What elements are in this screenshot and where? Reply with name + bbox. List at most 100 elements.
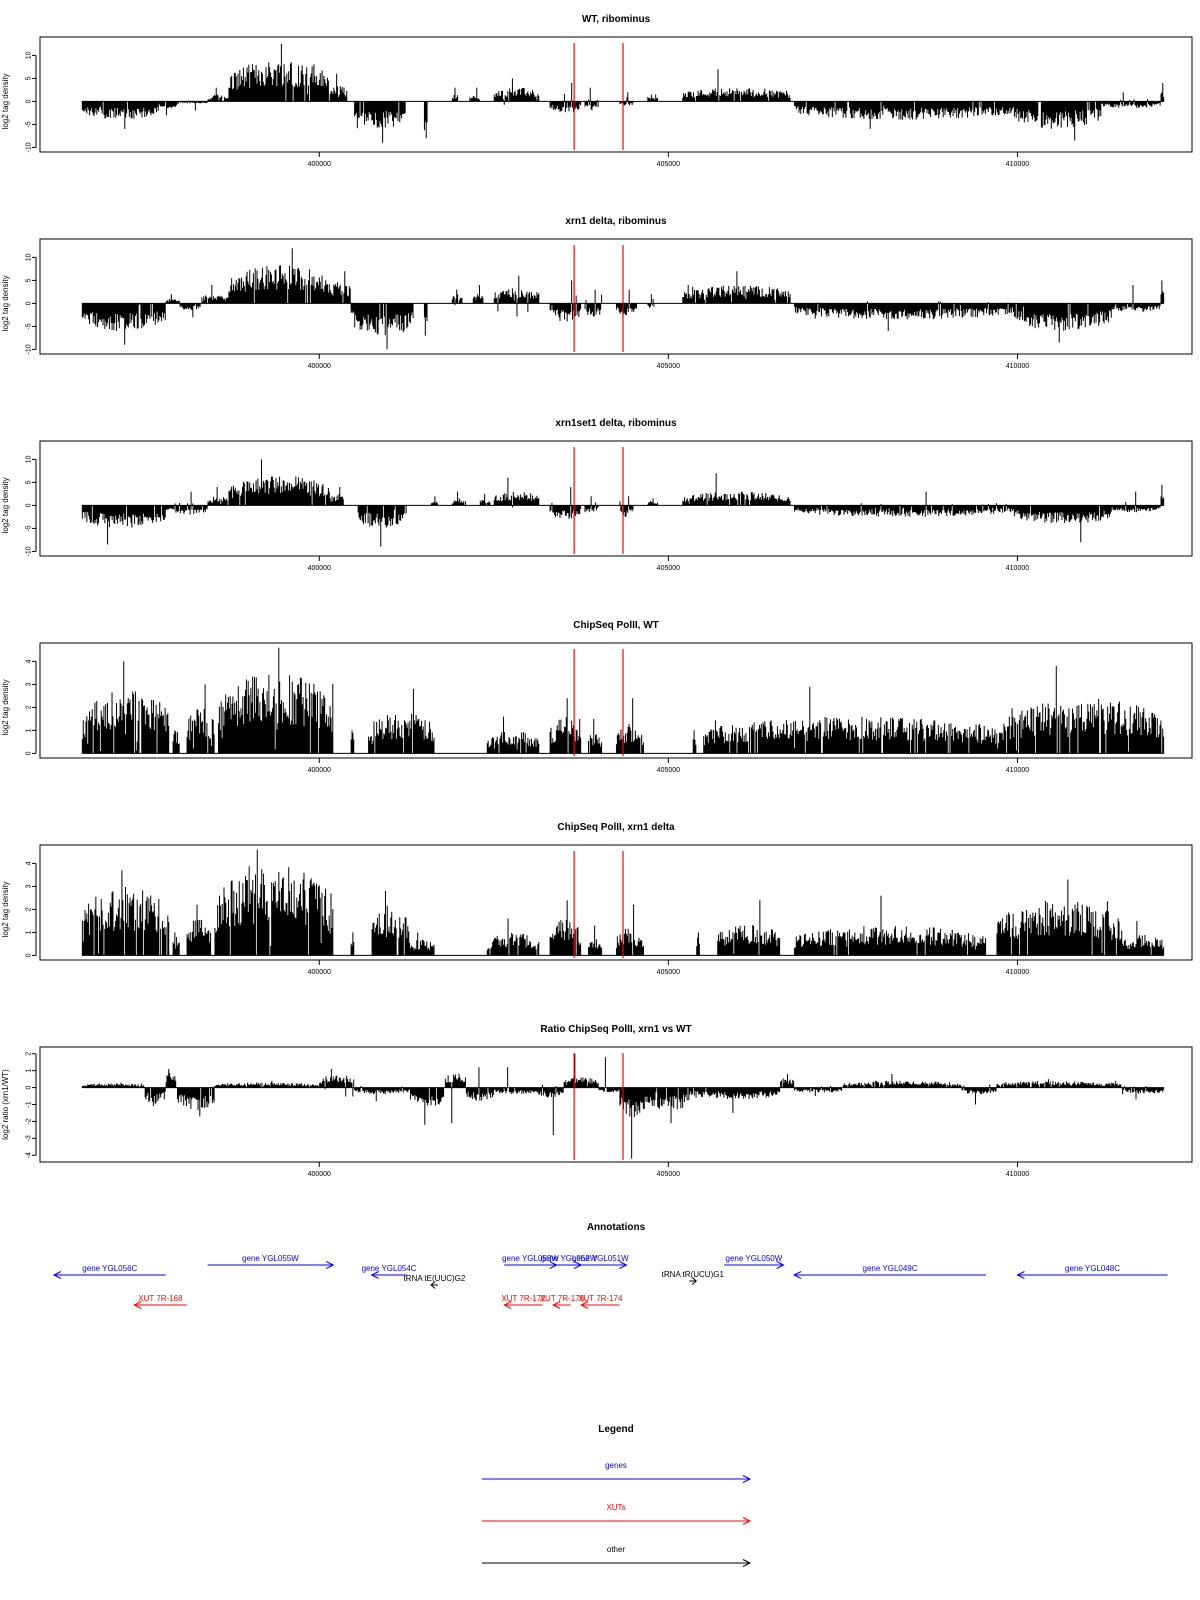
feature-label: gene YGL054C bbox=[362, 1264, 417, 1273]
x-tick-label: 400000 bbox=[308, 363, 331, 370]
feature-label: gene YGL053W bbox=[502, 1254, 559, 1263]
legend-entry: genes bbox=[482, 1461, 752, 1483]
xut-feature: XUT 7R-172 bbox=[501, 1294, 546, 1309]
x-tick-label: 405000 bbox=[657, 161, 680, 168]
x-tick-label: 410000 bbox=[1006, 565, 1029, 572]
xut-feature: XUT 7R-168 bbox=[133, 1294, 187, 1309]
y-tick-label: 1 bbox=[26, 1069, 33, 1073]
x-tick-label: 400000 bbox=[308, 1171, 331, 1178]
y-tick-label: 10 bbox=[26, 455, 33, 463]
y-tick-label: 0 bbox=[26, 301, 33, 305]
track-title: ChipSeq PolII, WT bbox=[573, 620, 659, 631]
arrow-head bbox=[52, 1271, 62, 1279]
arrow-head bbox=[370, 1271, 379, 1279]
y-tick-label: 0 bbox=[26, 1086, 33, 1090]
y-tick-label: 5 bbox=[26, 278, 33, 282]
annotations-panel: Annotations gene YGL056C gene YGL055W gene … bbox=[52, 1222, 1168, 1309]
y-tick-label: 5 bbox=[26, 480, 33, 484]
legend-entry: other bbox=[482, 1545, 752, 1567]
plot-frame bbox=[39, 642, 1193, 759]
y-tick-label: -5 bbox=[26, 525, 33, 531]
feature-label: XUT 7R-174 bbox=[578, 1294, 623, 1303]
y-tick-label: 5 bbox=[26, 76, 33, 80]
feature-label: XUT 7R-168 bbox=[138, 1294, 183, 1303]
x-tick-label: 405000 bbox=[657, 565, 680, 572]
feature-label: gene YGL050W bbox=[726, 1254, 783, 1263]
arrow-head bbox=[691, 1277, 698, 1285]
y-tick-label: -5 bbox=[26, 121, 33, 127]
y-tick-label: 1 bbox=[26, 728, 33, 732]
feature-label: gene YGL049C bbox=[863, 1264, 918, 1273]
y-tick-label: -10 bbox=[26, 142, 33, 152]
y-tick-label: 0 bbox=[26, 503, 33, 507]
x-tick-label: 410000 bbox=[1006, 969, 1029, 976]
feature-label: gene YGL051W bbox=[572, 1254, 629, 1263]
y-tick-label: 10 bbox=[26, 51, 33, 59]
arrow-head bbox=[326, 1261, 335, 1269]
y-tick-label: -3 bbox=[26, 1135, 33, 1141]
arrow-head bbox=[776, 1261, 785, 1269]
x-tick-label: 405000 bbox=[657, 767, 680, 774]
legend-entry: XUTs bbox=[482, 1503, 752, 1525]
y-tick-label: 1 bbox=[26, 930, 33, 934]
track-panel-4: ChipSeq PolII, xrn1 delta 0 1 2 3 4 log2 tag d… bbox=[1, 822, 1193, 976]
gene-feature: gene YGL055W bbox=[207, 1254, 335, 1269]
x-tick-label: 410000 bbox=[1006, 161, 1029, 168]
y-tick-label: 0 bbox=[26, 953, 33, 957]
x-tick-label: 400000 bbox=[308, 565, 331, 572]
arrow-head bbox=[742, 1517, 752, 1525]
track-title: xrn1 delta, ribominus bbox=[565, 216, 667, 227]
arrow-head bbox=[430, 1281, 436, 1289]
arrow-head bbox=[742, 1559, 752, 1567]
gene-feature: gene YGL051W bbox=[572, 1254, 629, 1269]
signal-bars bbox=[81, 248, 1165, 350]
arrow-head bbox=[133, 1301, 142, 1309]
x-tick-label: 400000 bbox=[308, 767, 331, 774]
track-panel-1: xrn1 delta, ribominus -10 -5 0 5 10 log2 tag d… bbox=[1, 216, 1193, 370]
x-tick-label: 400000 bbox=[308, 969, 331, 976]
feature-label: XUT 7R-173 bbox=[540, 1294, 585, 1303]
legend-label: genes bbox=[605, 1461, 627, 1470]
x-tick-label: 410000 bbox=[1006, 1171, 1029, 1178]
y-tick-label: -1 bbox=[26, 1101, 33, 1107]
signal-bars bbox=[81, 1053, 1165, 1159]
feature-label: XUT 7R-172 bbox=[501, 1294, 546, 1303]
gene-feature: gene YGL050W bbox=[724, 1254, 785, 1269]
y-axis-label: log2 ratio (xrn1/WT) bbox=[1, 1069, 10, 1140]
x-tick-label: 405000 bbox=[657, 969, 680, 976]
y-tick-label: 3 bbox=[26, 682, 33, 686]
arrow-head bbox=[1016, 1271, 1025, 1279]
y-tick-label: 10 bbox=[26, 253, 33, 261]
track-panel-5: Ratio ChipSeq PolII, xrn1 vs WT -4 -3 -2 -1 0… bbox=[1, 1024, 1193, 1178]
feature-label: gene YGL056C bbox=[82, 1264, 137, 1273]
y-tick-label: 2 bbox=[26, 1052, 33, 1056]
plot-frame bbox=[39, 844, 1193, 961]
arrow-head bbox=[503, 1301, 512, 1309]
feature-label: gene YGL055W bbox=[242, 1254, 299, 1263]
plot-frame bbox=[39, 440, 1193, 557]
xut-feature: XUT 7R-174 bbox=[578, 1294, 623, 1309]
track-panel-3: ChipSeq PolII, WT 0 1 2 3 4 log2 tag density 40… bbox=[1, 620, 1193, 774]
x-tick-label: 410000 bbox=[1006, 363, 1029, 370]
x-tick-label: 410000 bbox=[1006, 767, 1029, 774]
arrow-head bbox=[742, 1475, 752, 1483]
y-tick-label: -10 bbox=[26, 546, 33, 556]
signal-bars bbox=[81, 647, 1165, 754]
track-title: ChipSeq PolII, xrn1 delta bbox=[557, 822, 675, 833]
y-axis-label: log2 tag density bbox=[1, 477, 10, 533]
gene-feature: gene YGL048C bbox=[1016, 1264, 1168, 1279]
gene-feature: gene YGL054C bbox=[362, 1264, 417, 1279]
y-tick-label: -10 bbox=[26, 344, 33, 354]
y-tick-label: -4 bbox=[26, 1152, 33, 1158]
y-axis-label: log2 tag density bbox=[1, 73, 10, 129]
plot-frame bbox=[39, 36, 1193, 153]
annotations-title: Annotations bbox=[587, 1222, 646, 1233]
legend-label: XUTs bbox=[606, 1503, 625, 1512]
other-feature: tRNA tR(UCU)G1 bbox=[662, 1270, 725, 1285]
feature-label: tRNA tR(UCU)G1 bbox=[662, 1270, 725, 1279]
feature-label: tRNA tE(UUC)G2 bbox=[404, 1274, 466, 1283]
y-tick-label: 2 bbox=[26, 907, 33, 911]
x-tick-label: 405000 bbox=[657, 1171, 680, 1178]
y-tick-label: 2 bbox=[26, 705, 33, 709]
other-feature: tRNA tE(UUC)G2 bbox=[404, 1274, 466, 1289]
